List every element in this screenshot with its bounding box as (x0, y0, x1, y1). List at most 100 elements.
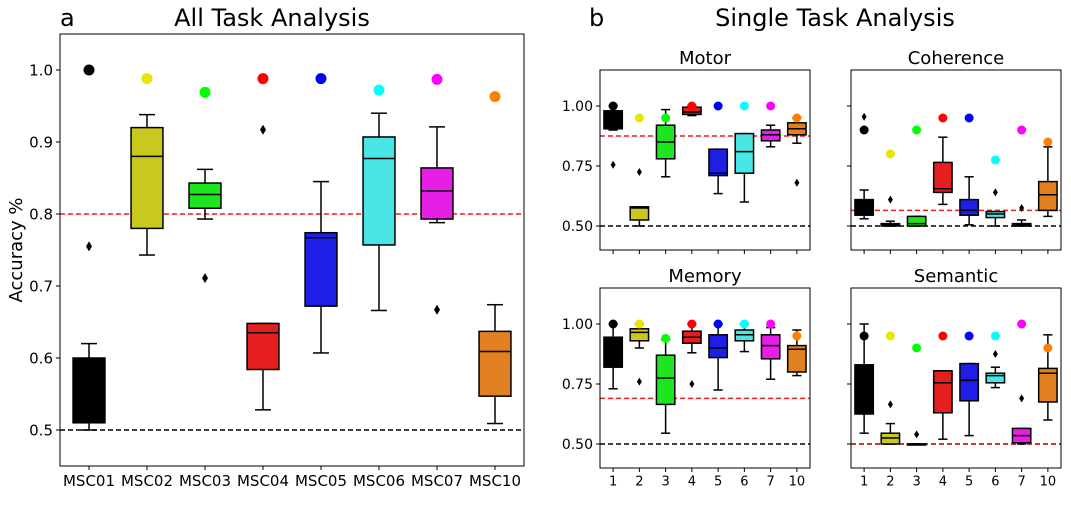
a-subject-marker (199, 86, 211, 98)
b2-box-2 (880, 149, 901, 227)
subplot-title: Memory (668, 266, 742, 287)
b2-subject-marker (912, 125, 922, 135)
a-box-8 (478, 91, 512, 425)
panel-letter-b: b (589, 4, 604, 32)
b4-xtick-label: 6 (991, 475, 999, 490)
b2-iqr-box (1037, 180, 1058, 212)
b4-box-8 (1037, 334, 1058, 421)
b3-iqr-box (786, 344, 807, 373)
a-xtick-label: MSC04 (237, 472, 289, 490)
a-xtick-label: MSC01 (63, 472, 115, 490)
b3-iqr-box (629, 328, 650, 342)
b1-subject-marker (608, 101, 618, 111)
panel-a-frame (59, 33, 525, 467)
b4-xtick-label: 2 (886, 475, 894, 490)
b1-box-6 (734, 101, 755, 203)
b3-xtick-label: 7 (766, 475, 774, 490)
a-xtick-label: MSC03 (179, 472, 231, 490)
a-ytick-label: 0.5 (29, 421, 53, 439)
b2-iqr-box (932, 161, 953, 194)
a-iqr-box (188, 182, 222, 209)
b3-xtick-label: 10 (789, 475, 806, 490)
b1-box-2 (629, 113, 650, 227)
b2-box-8 (1037, 137, 1058, 218)
b3-subject-marker (687, 319, 697, 329)
b1-outlier-point (794, 178, 800, 187)
b1-box-7 (760, 101, 781, 148)
b1-box-4 (681, 101, 702, 117)
b1-iqr-box (603, 110, 624, 130)
b2-box-1 (854, 112, 875, 220)
a-subject-marker (489, 91, 501, 103)
b1-iqr-box (629, 206, 650, 221)
subplot-title: Coherence (908, 48, 1005, 69)
b3-ytick-label: 0.50 (562, 437, 593, 453)
b1-outlier-point (610, 160, 616, 169)
a-ytick-label: 0.7 (29, 277, 53, 295)
b2-outlier-point (887, 195, 893, 204)
b4-box-5 (959, 331, 980, 437)
b4-xtick-label: 5 (965, 475, 973, 490)
b2-box-6 (985, 155, 1006, 227)
panel-letter-a: a (60, 4, 75, 32)
b3-xtick-label: 2 (635, 475, 643, 490)
b2-box-5 (959, 113, 980, 226)
b1-box-8 (786, 113, 807, 187)
b3-frame (599, 287, 811, 469)
b1-ytick-label: 1.00 (562, 99, 593, 115)
subplot-coherence: Coherence (847, 48, 1062, 254)
a-xtick-label: MSC07 (411, 472, 463, 490)
b2-box-3 (906, 125, 927, 227)
b1-frame (599, 69, 811, 251)
panel-b-subplots: Motor 0.50 0.75 1.00 Coherence Memory 0.50 0.75… (562, 48, 1062, 490)
b4-iqr-box (985, 372, 1006, 384)
b3-outlier-point (689, 380, 695, 388)
b3-box-6 (734, 319, 755, 353)
b2-outlier-point (861, 112, 867, 121)
a-subject-marker (315, 73, 327, 85)
b1-subject-marker (661, 113, 671, 123)
a-box-3 (188, 86, 222, 284)
a-subject-marker (83, 64, 95, 76)
a-frame (59, 33, 525, 467)
a-xtick-label: MSC06 (353, 472, 405, 490)
b3-xtick-label: 6 (740, 475, 748, 490)
b2-frame (850, 69, 1062, 251)
b4-xtick-label: 4 (939, 475, 947, 490)
b1-box-3 (655, 108, 676, 178)
b3-subject-marker (661, 333, 671, 343)
b4-iqr-box (959, 362, 980, 402)
b3-box-5 (708, 319, 729, 391)
subplot-memory: Memory 0.50 0.75 1.00 1 2 3 4 5 6 7 10 (562, 266, 811, 490)
b4-iqr-box (854, 364, 875, 415)
b2-subject-marker (990, 155, 1000, 165)
a-ytick-label: 1.0 (29, 61, 53, 79)
b4-box-2 (880, 331, 901, 445)
a-box-6 (362, 84, 396, 312)
a-box-7 (420, 73, 454, 315)
a-iqr-box (478, 330, 512, 397)
a-iqr-box (246, 322, 280, 371)
a-xtick-label: MSC02 (121, 472, 173, 490)
b4-box-1 (854, 323, 875, 434)
b3-subject-marker (713, 319, 723, 329)
a-box-4 (246, 73, 280, 411)
b2-outlier-point (1019, 204, 1025, 212)
panel-a-chart: a All Task Analysis Accuracy % 0.5 0.6 0.7… (6, 4, 525, 490)
subplot-title: Motor (679, 48, 732, 69)
b1-subject-marker (713, 101, 723, 111)
b4-xtick-label: 10 (1040, 475, 1057, 490)
b4-xtick-label: 1 (860, 475, 868, 490)
a-subject-marker (257, 73, 269, 85)
b3-iqr-box (708, 334, 729, 359)
b4-box-7 (1011, 319, 1032, 445)
b3-xtick-label: 4 (688, 475, 696, 490)
b2-outlier-point (992, 188, 998, 197)
b1-iqr-box (708, 148, 729, 177)
a-box-1 (72, 64, 106, 431)
a-iqr-box (420, 167, 454, 220)
b2-subject-marker (859, 125, 869, 135)
b1-subject-marker (766, 101, 776, 111)
b4-box-4 (932, 331, 953, 440)
b4-frame (850, 287, 1062, 469)
